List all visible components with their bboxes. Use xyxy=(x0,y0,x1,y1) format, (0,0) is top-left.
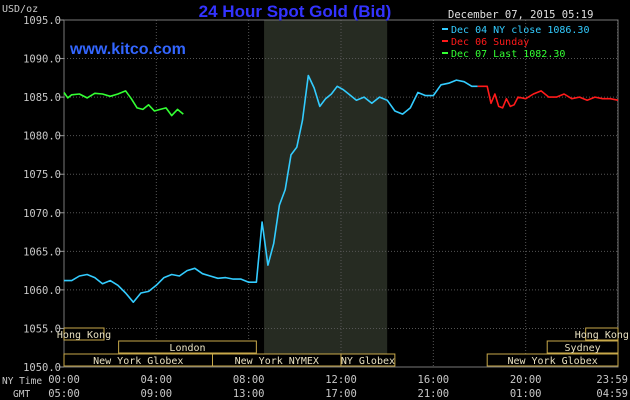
y-tick-label: 1055.0 xyxy=(23,323,61,335)
y-tick-label: 1085.0 xyxy=(23,92,61,104)
series-line xyxy=(477,85,619,109)
y-tick-label: 1070.0 xyxy=(23,208,61,220)
market-label: NY Globex xyxy=(341,356,395,367)
price-series xyxy=(63,74,619,304)
x-tick-label-gmt: 17:00 xyxy=(325,388,357,400)
market-bar xyxy=(486,353,619,367)
y-tick-label: 1090.0 xyxy=(23,54,61,66)
y-tick-label: 1060.0 xyxy=(23,285,61,297)
x-tick-label-ny: 16:00 xyxy=(418,374,450,386)
gmt-label: GMT xyxy=(13,389,30,400)
y-tick-label: 1075.0 xyxy=(23,169,61,181)
market-bar xyxy=(546,340,619,354)
market-label: London xyxy=(169,343,205,354)
market-label: Hong Kong xyxy=(57,330,111,341)
legend-entry: Dec 04 NY close 1086.30 xyxy=(451,25,589,36)
y-tick-label: 1050.0 xyxy=(23,362,61,374)
series-line xyxy=(63,90,184,117)
website-label: www.kitco.com xyxy=(69,41,186,58)
x-tick-label-ny: 00:00 xyxy=(48,374,80,386)
market-label: New York NYMEX xyxy=(235,356,319,367)
market-bar xyxy=(63,327,105,341)
market-label: New York Globex xyxy=(507,356,597,367)
x-tick-label-gmt: 05:00 xyxy=(48,388,80,400)
legend-entry: Dec 07 Last 1082.30 xyxy=(451,49,565,60)
y-tick-label: 1095.0 xyxy=(23,15,61,27)
legend-entry: Dec 06 Sunday xyxy=(451,37,529,48)
market-bar xyxy=(340,353,396,367)
y-tick-label: 1080.0 xyxy=(23,131,61,143)
market-label: Sydney xyxy=(565,343,601,354)
x-tick-label-gmt: 13:00 xyxy=(233,388,265,400)
market-session-bars: Hong Kong Hong Kong London Sydney New York G… xyxy=(57,327,629,367)
x-tick-label-ny: 23:59 xyxy=(596,374,628,386)
plot-frame xyxy=(63,19,619,368)
market-label: New York Globex xyxy=(93,356,183,367)
chart-date: December 07, 2015 05:19 xyxy=(448,9,593,21)
series-line xyxy=(64,74,478,304)
grid-lines xyxy=(63,19,619,368)
x-axis-ticks: 00:00 05:00 04:00 09:00 08:00 13:00 12:00 17:00… xyxy=(48,374,628,400)
y-tick-label: 1065.0 xyxy=(23,246,61,258)
x-tick-label-gmt: 01:00 xyxy=(510,388,542,400)
market-label: Hong Kong xyxy=(575,330,629,341)
x-tick-label-ny: 12:00 xyxy=(325,374,357,386)
x-tick-label-ny: 04:00 xyxy=(141,374,173,386)
x-tick-label-gmt: 04:59 xyxy=(596,388,628,400)
market-bar xyxy=(118,340,257,354)
x-tick-label-gmt: 21:00 xyxy=(418,388,450,400)
market-bar xyxy=(585,327,619,341)
chart-title: 24 Hour Spot Gold (Bid) xyxy=(199,2,392,21)
market-highlight-band xyxy=(264,20,388,367)
x-tick-label-gmt: 09:00 xyxy=(141,388,173,400)
unit-label: USD/oz xyxy=(2,4,38,15)
x-tick-label-ny: 08:00 xyxy=(233,374,265,386)
x-tick-label-ny: 20:00 xyxy=(510,374,542,386)
y-axis-ticks: 1050.0 1055.0 1060.0 1065.0 1070.0 1075.0 1080… xyxy=(23,15,64,374)
ny-time-label: NY Time xyxy=(2,376,42,387)
